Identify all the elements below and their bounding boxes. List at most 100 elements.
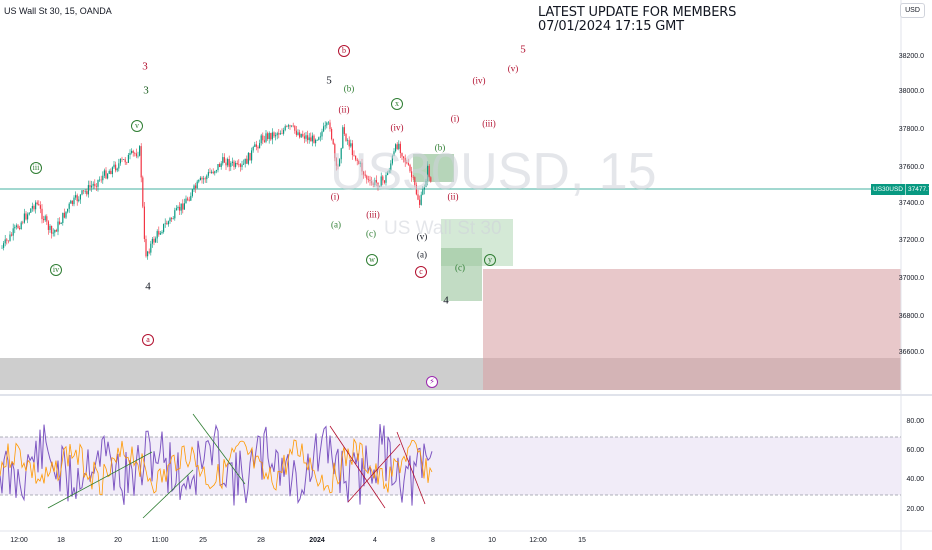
candle-body (6, 239, 8, 241)
candle-body (209, 172, 211, 173)
candle-body (422, 189, 424, 195)
candle-body (391, 155, 393, 164)
candle-body (17, 225, 19, 229)
candle-body (175, 208, 177, 211)
candle-body (247, 152, 249, 164)
lightning-icon[interactable]: ⚡ (426, 376, 438, 388)
candle-body (275, 135, 277, 137)
candle-body (185, 198, 187, 204)
wave-label: 4 (443, 294, 449, 307)
candle-body (244, 158, 246, 164)
candle-body (363, 171, 365, 175)
candle-body (411, 171, 413, 178)
candle-body (81, 190, 83, 195)
candle-body (36, 202, 38, 204)
candle-body (374, 180, 376, 186)
wave-label: (c) (366, 228, 376, 239)
candle-body (227, 159, 229, 166)
candle-body (198, 180, 200, 182)
candle-body (84, 191, 86, 192)
candle-body (190, 195, 192, 201)
candle-body (332, 139, 334, 145)
candle-body (111, 167, 113, 175)
candle-body (286, 126, 288, 127)
candle-body (311, 135, 313, 142)
candle-body (83, 190, 85, 192)
wave-label: (v) (416, 231, 428, 242)
candle-body (95, 186, 97, 187)
trendline (329, 425, 386, 509)
candle-body (188, 199, 190, 201)
time-tick: 12:00 (529, 537, 547, 544)
candle-body (299, 132, 301, 138)
candle-body (15, 225, 17, 227)
wave-label: iv (50, 264, 62, 276)
wave-label: (a) (331, 219, 341, 230)
candle-body (380, 176, 382, 187)
candle-body (150, 243, 152, 253)
candle-body (140, 146, 142, 178)
oscillator-tick: 20.00 (906, 506, 924, 513)
candle-body (372, 183, 374, 186)
candle-body (51, 225, 53, 234)
candle-body (127, 154, 129, 163)
candle-body (326, 122, 328, 126)
price-tick: 37800.0 (898, 126, 924, 133)
symbol-title[interactable]: US Wall St 30, 15, OANDA (4, 6, 112, 16)
candle-body (318, 137, 320, 140)
candle-body (321, 131, 323, 137)
candle-body (206, 175, 208, 180)
candle-body (257, 146, 259, 149)
candle-body (281, 133, 283, 134)
candle-body (270, 132, 272, 140)
candle-body (241, 164, 243, 167)
candle-body (155, 238, 157, 243)
candle-body (38, 203, 40, 206)
trendline (142, 469, 194, 519)
last-price-tag: US30USD 37477.7 (871, 184, 931, 195)
candle-body (187, 198, 189, 200)
price-tick: 36600.0 (898, 349, 924, 356)
candle-body (199, 177, 201, 181)
oscillator-tick: 80.00 (906, 418, 924, 425)
candle-body (265, 133, 267, 142)
candle-body (39, 205, 41, 209)
candle-body (3, 243, 5, 248)
time-tick: 28 (257, 537, 265, 544)
time-tick: 8 (431, 537, 435, 544)
update-note: LATEST UPDATE FOR MEMBERS 07/01/2024 17:… (538, 6, 736, 34)
candle-body (220, 163, 222, 168)
candle-body (108, 170, 110, 174)
candle-body (163, 223, 165, 232)
candle-body (158, 231, 160, 235)
candle-body (147, 251, 149, 257)
oscillator-line (0, 423, 433, 506)
time-tick: 25 (199, 537, 207, 544)
wave-label: (i) (450, 113, 460, 124)
price-tick: 37600.0 (898, 164, 924, 171)
currency-button[interactable]: USD (900, 3, 925, 18)
candle-body (337, 165, 339, 167)
candle-body (385, 174, 387, 183)
candle-body (406, 162, 408, 164)
candle-body (356, 159, 358, 161)
oscillator-series (0, 423, 433, 506)
candle-body (219, 163, 221, 168)
candle-body (231, 161, 233, 164)
candle-body (100, 179, 102, 181)
candle-body (89, 185, 91, 188)
candle-body (49, 225, 51, 230)
candle-body (367, 179, 369, 181)
candle-body (207, 172, 209, 176)
candle-body (60, 222, 62, 224)
candle-body (243, 163, 245, 165)
oscillator-tick: 60.00 (906, 447, 924, 454)
candle-body (291, 125, 293, 127)
candle-body (310, 137, 312, 142)
candle-body (177, 206, 179, 209)
wave-label: w (366, 254, 378, 266)
candle-body (271, 132, 273, 140)
candle-body (412, 177, 414, 178)
candle-body (123, 159, 125, 160)
